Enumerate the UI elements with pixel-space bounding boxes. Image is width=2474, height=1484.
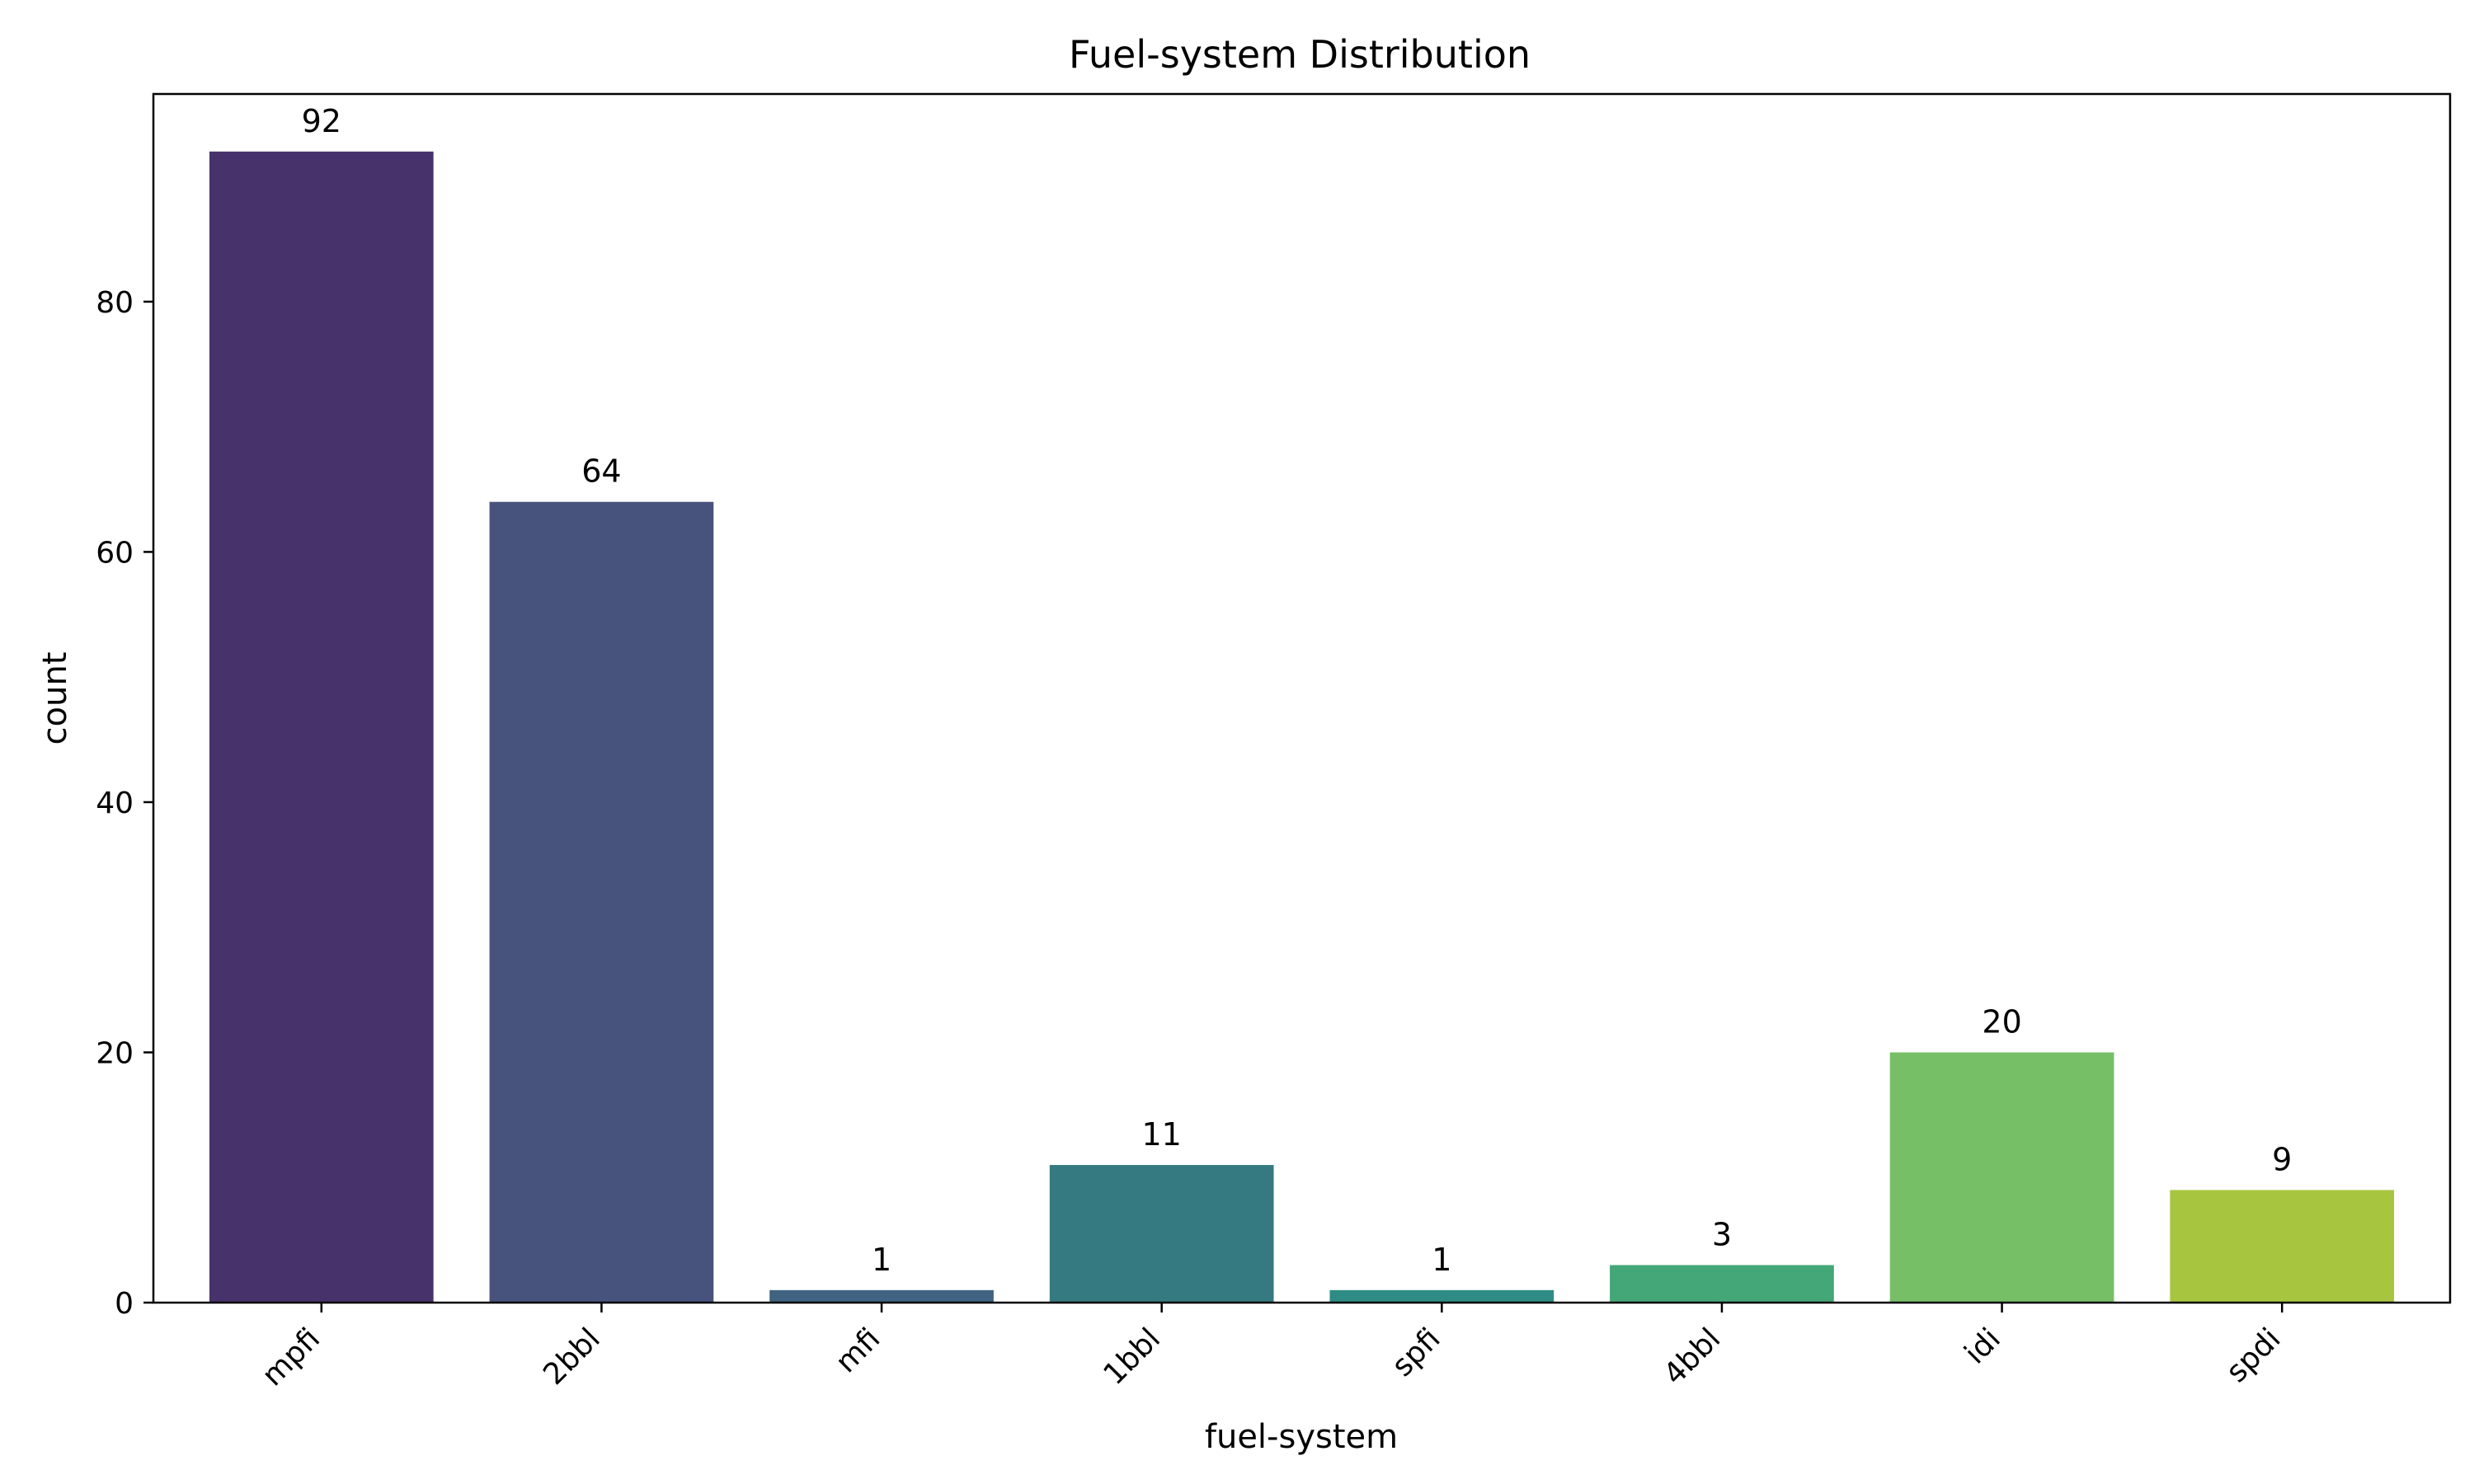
- x-tick-label-spfi: spfi: [1385, 1322, 1446, 1383]
- bar-idi: [1889, 1052, 2114, 1303]
- bar-spfi: [1329, 1289, 1554, 1303]
- x-axis-ticks: mpfi 2bbl mfi 1bbl spfi 4bbl idi spdi: [256, 1303, 2288, 1392]
- bar-2bbl: [489, 501, 714, 1303]
- x-tick-label-1bbl: 1bbl: [1097, 1322, 1167, 1392]
- chart-title: Fuel-system Distribution: [1069, 32, 1531, 77]
- data-label-2bbl: 64: [581, 453, 621, 490]
- y-tick-label-40: 40: [96, 787, 134, 820]
- y-tick-label-80: 80: [96, 286, 134, 320]
- x-tick-label-mfi: mfi: [830, 1322, 887, 1379]
- bar-mfi: [769, 1289, 994, 1303]
- data-label-mpfi: 92: [302, 103, 341, 139]
- y-axis-ticks: 0 20 40 60 80: [96, 286, 153, 1321]
- bar-4bbl: [1610, 1265, 1834, 1303]
- x-tick-label-spdi: spdi: [2220, 1322, 2288, 1389]
- data-label-4bbl: 3: [1712, 1216, 1732, 1252]
- y-tick-label-20: 20: [96, 1036, 134, 1070]
- y-tick-label-0: 0: [115, 1287, 134, 1321]
- data-label-spfi: 1: [1432, 1242, 1451, 1278]
- x-tick-label-mpfi: mpfi: [256, 1322, 327, 1392]
- y-axis-label: count: [36, 652, 74, 745]
- x-axis-label: fuel-system: [1205, 1418, 1398, 1456]
- x-tick-label-2bbl: 2bbl: [537, 1322, 607, 1392]
- x-tick-label-4bbl: 4bbl: [1658, 1322, 1728, 1392]
- data-label-spdi: 9: [2272, 1141, 2292, 1177]
- plot-frame: [152, 92, 2452, 1304]
- bar-spdi: [2170, 1190, 2395, 1303]
- bars-group: [209, 151, 2395, 1303]
- data-label-1bbl: 11: [1142, 1116, 1182, 1153]
- y-tick-label-60: 60: [96, 536, 134, 570]
- data-label-idi: 20: [1982, 1003, 2021, 1040]
- data-label-mfi: 1: [872, 1242, 891, 1278]
- bar-mpfi: [209, 151, 434, 1303]
- bar-1bbl: [1049, 1165, 1274, 1303]
- x-tick-label-idi: idi: [1959, 1322, 2007, 1370]
